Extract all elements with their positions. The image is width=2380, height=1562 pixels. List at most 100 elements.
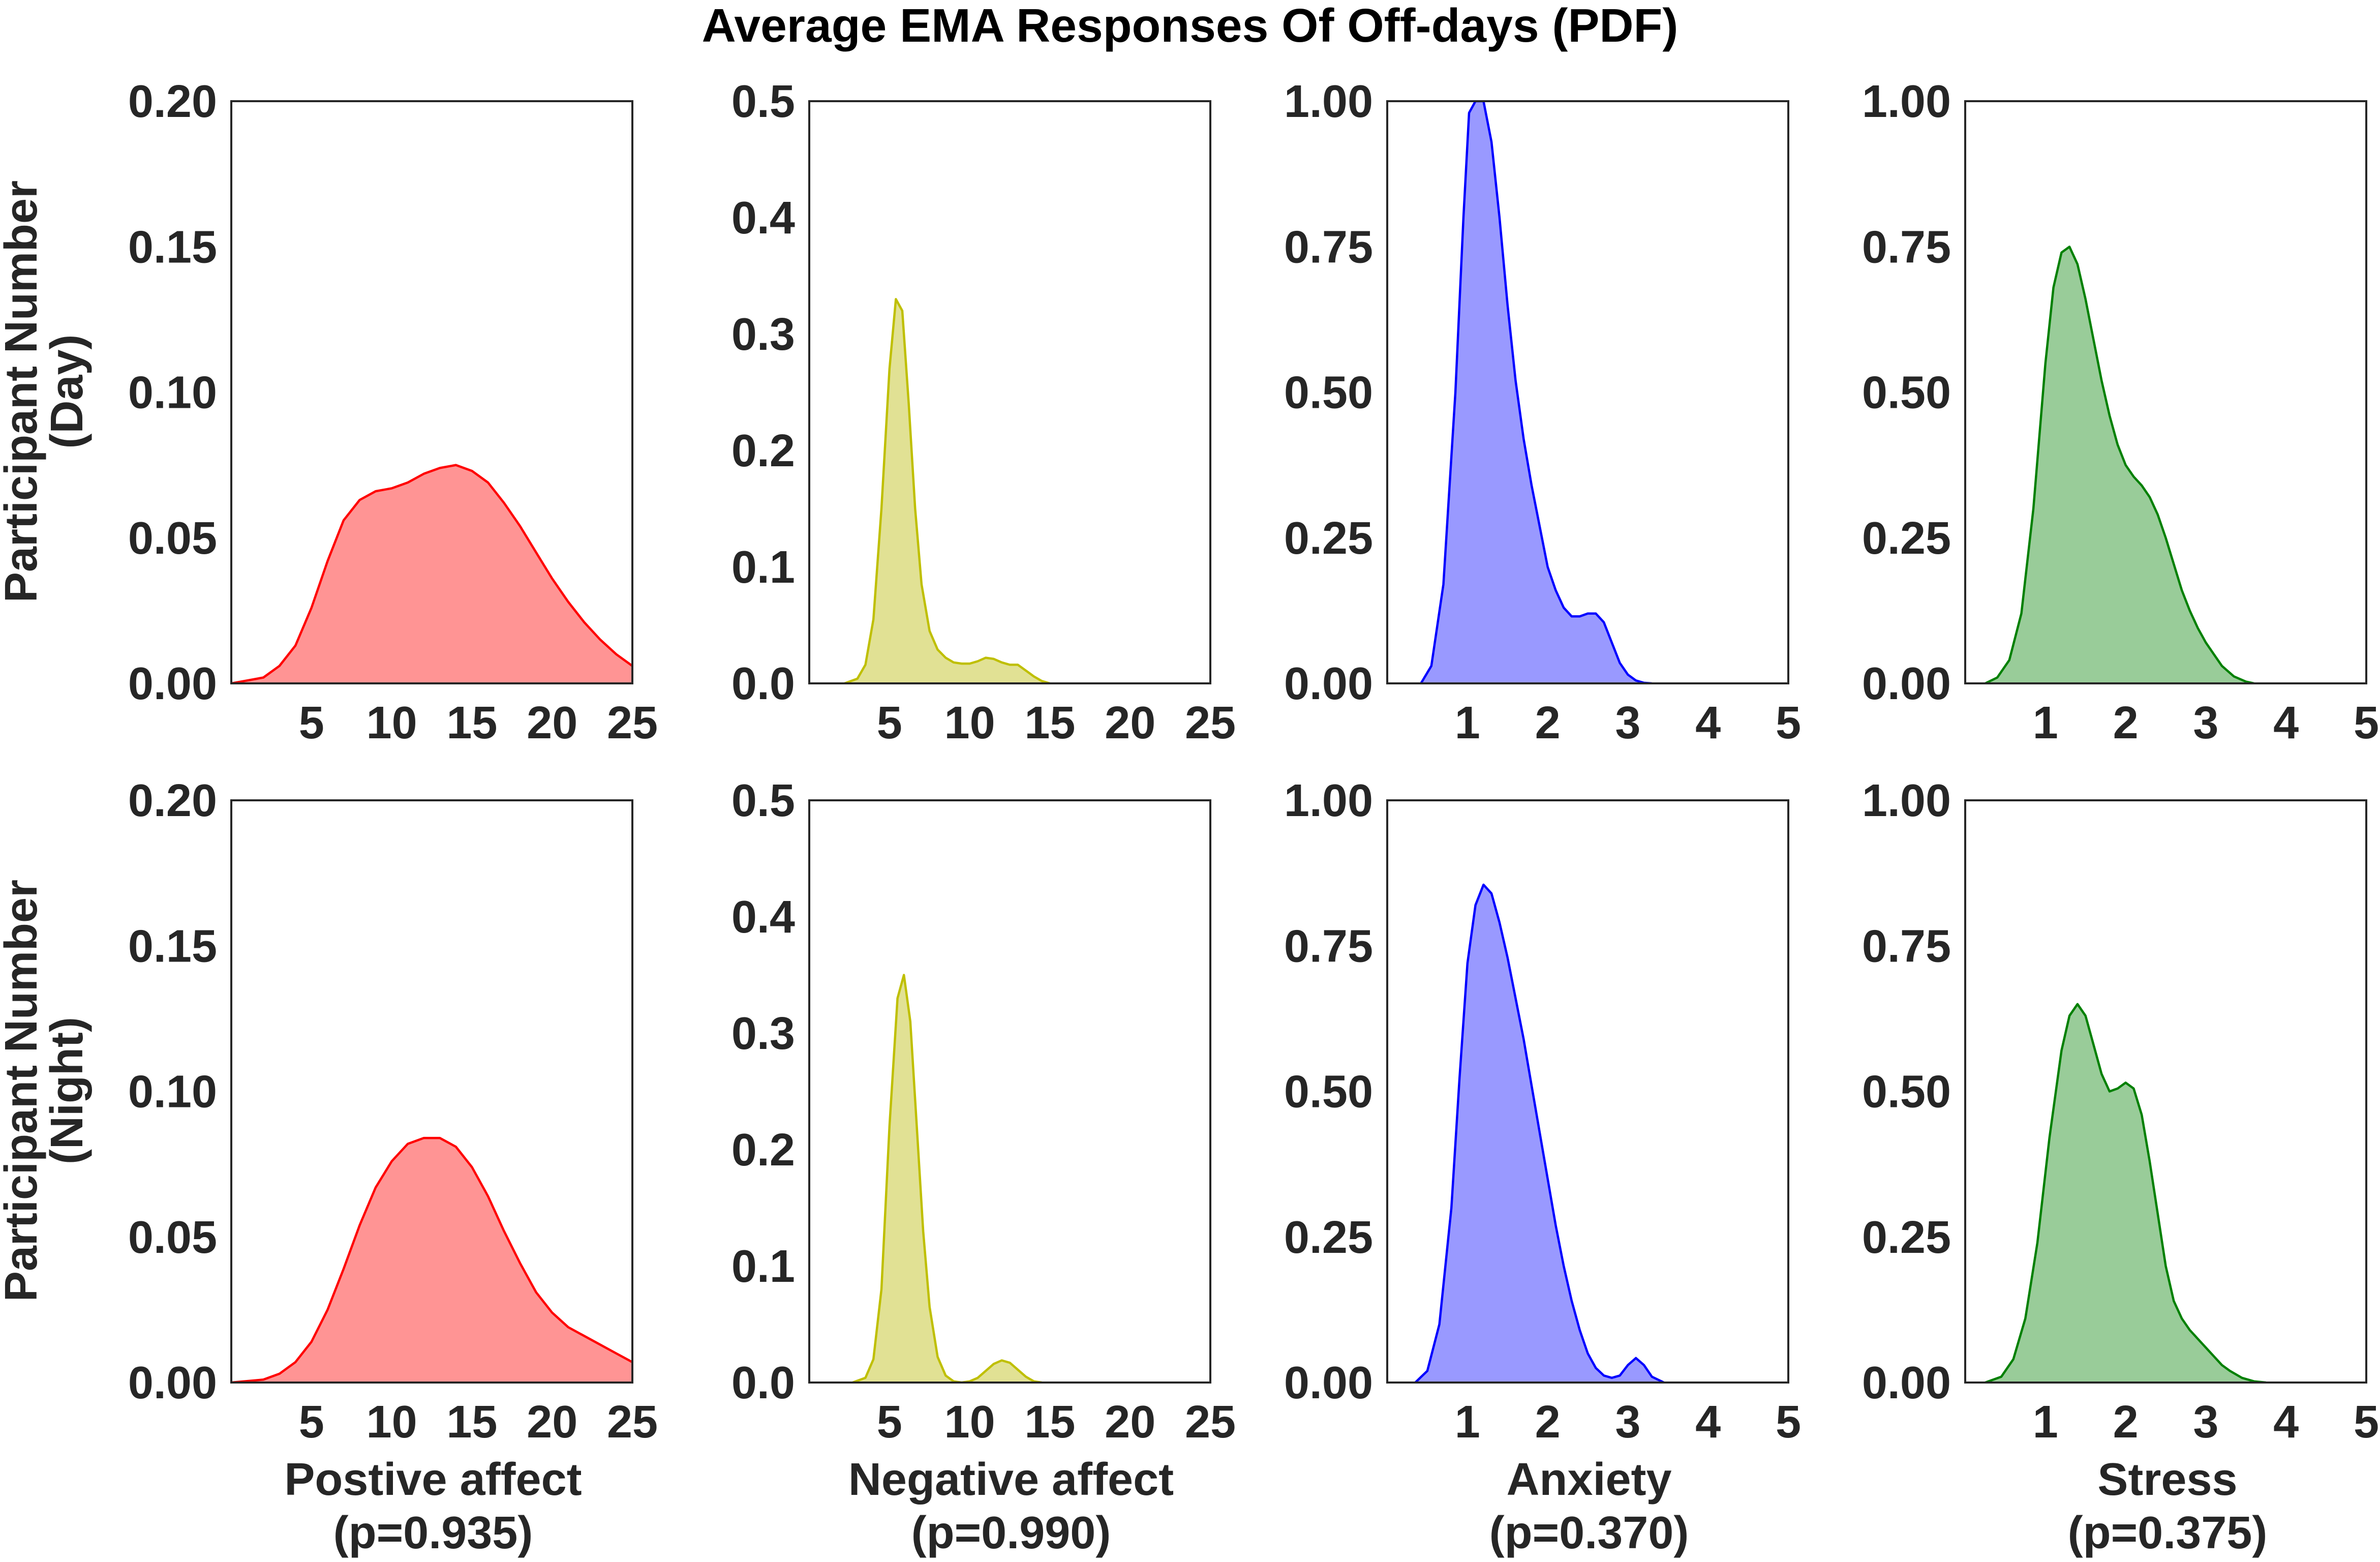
axes-frame: [1964, 100, 2367, 684]
y-tick-label: 0.50: [1284, 368, 1373, 418]
panel-day-positive-affect: 0.00 0.05 0.10 0.15 0.20 5 10 15 20 25: [128, 76, 658, 748]
x-tick-label: 3: [1615, 698, 1640, 748]
x-tick-label: 5: [299, 698, 324, 748]
density-curve: [231, 464, 632, 683]
y-tick-label: 0.3: [731, 1008, 795, 1059]
axes-frame: [1964, 799, 2367, 1384]
x-tick-label: 1: [2033, 1397, 2058, 1448]
x-tick-label: 25: [1185, 698, 1236, 748]
y-tick-label: 0.25: [1284, 1212, 1373, 1263]
x-tick-label: 20: [527, 698, 577, 748]
y-tick-label: 0.00: [1284, 1358, 1373, 1408]
x-tick-label: 15: [446, 698, 497, 748]
x-tick-label: 1: [2033, 698, 2058, 748]
axes-frame: [1386, 799, 1789, 1384]
row-label-day-line1: Participant Number: [0, 181, 47, 603]
x-tick-label: 4: [1695, 1397, 1721, 1448]
x-tick-label: 3: [2193, 1397, 2218, 1448]
y-tick-label: 0.05: [128, 513, 217, 564]
y-tick-label: 0.50: [1862, 368, 1951, 418]
y-tick-label: 0.00: [128, 1358, 217, 1408]
y-tick-label: 0.10: [128, 368, 217, 418]
x-tick-label: 3: [1615, 1397, 1640, 1448]
panels: 0.000.050.100.150.205 10 15 20 250.00.10.20.…: [128, 76, 2379, 1448]
x-tick-label: 15: [446, 1397, 497, 1448]
x-tick-label: 5: [1776, 1397, 1801, 1448]
y-tick-label: 0.25: [1862, 513, 1951, 564]
density-curve: [852, 974, 1042, 1383]
x-tick-label: 4: [1695, 698, 1721, 748]
col-label-anxiety-p: (p=0.370): [1489, 1508, 1689, 1558]
col-label-positive-affect-p: (p=0.935): [333, 1508, 533, 1558]
density-curve: [1985, 246, 2254, 683]
x-tick-label: 3: [2193, 698, 2218, 748]
y-tick-label: 0.20: [128, 76, 217, 127]
panel-night-positive-affect: 0.00 0.05 0.10 0.15 0.20 5 10 15 20 25: [128, 775, 658, 1448]
x-tick-label: 15: [1024, 698, 1075, 748]
x-tick-label: 5: [2354, 1397, 2379, 1448]
row-label-day-line2: (Day): [42, 334, 93, 448]
col-label-negative-affect-p: (p=0.990): [911, 1508, 1111, 1558]
row-label-night-line1: Participant Number: [0, 880, 47, 1302]
y-tick-label: 0.25: [1284, 513, 1373, 564]
y-tick-label: 0.75: [1284, 222, 1373, 273]
y-tick-label: 0.3: [731, 309, 795, 360]
x-tick-label: 25: [607, 698, 658, 748]
y-tick-label: 0.2: [731, 426, 795, 476]
x-tick-label: 10: [944, 698, 995, 748]
y-tick-label: 0.00: [1862, 1358, 1951, 1408]
x-tick-label: 2: [2113, 1397, 2139, 1448]
x-tick-label: 5: [2354, 698, 2379, 748]
x-tick-label: 15: [1024, 1397, 1075, 1448]
x-tick-label: 4: [2273, 1397, 2299, 1448]
x-tick-label: 1: [1455, 698, 1480, 748]
panel-night-negative-affect: 0.0 0.1 0.2 0.3 0.4 0.5 5 10 15 20 25: [731, 775, 1236, 1448]
y-tick-label: 0.50: [1284, 1067, 1373, 1118]
x-tick-label: 5: [1776, 698, 1801, 748]
x-tick-label: 2: [1535, 698, 1561, 748]
axes-frame: [808, 100, 1211, 684]
x-tick-label: 4: [2273, 698, 2299, 748]
x-tick-label: 2: [1535, 1397, 1561, 1448]
y-tick-label: 0.00: [128, 658, 217, 709]
y-tick-label: 0.25: [1862, 1212, 1951, 1263]
axes-frame: [808, 799, 1211, 1384]
y-tick-label: 0.20: [128, 775, 217, 826]
col-label-negative-affect: Negative affect: [848, 1454, 1174, 1505]
row-label-night-line2: (Night): [42, 1017, 93, 1164]
y-tick-label: 0.10: [128, 1067, 217, 1118]
density-curve: [844, 298, 1051, 683]
y-tick-label: 1.00: [1284, 775, 1373, 826]
y-tick-label: 0.50: [1862, 1067, 1951, 1118]
density-area: [1985, 247, 2254, 683]
x-tick-label: 5: [877, 698, 902, 748]
y-tick-label: 0.00: [1284, 658, 1373, 709]
panel-day-anxiety: 0.00 0.25 0.50 0.75 1.00 1 2 3 4 5: [1284, 76, 1801, 748]
x-tick-label: 25: [607, 1397, 658, 1448]
x-tick-label: 20: [1105, 1397, 1155, 1448]
x-tick-label: 25: [1185, 1397, 1236, 1448]
col-label-stress-p: (p=0.375): [2068, 1508, 2268, 1558]
density-curve: [231, 1136, 632, 1383]
y-tick-label: 0.75: [1862, 222, 1951, 273]
density-area: [231, 1138, 632, 1383]
panel-day-negative-affect: 0.0 0.1 0.2 0.3 0.4 0.5 5 10 15 20 25: [731, 76, 1236, 748]
x-tick-label: 5: [299, 1397, 324, 1448]
col-label-stress: Stress: [2097, 1454, 2237, 1505]
y-tick-label: 0.15: [128, 921, 217, 972]
panel-night-stress: 0.00 0.25 0.50 0.75 1.00 1 2 3 4 5: [1862, 775, 2379, 1448]
figure-title: Average EMA Responses Of Off-days (PDF): [702, 0, 1679, 52]
y-tick-label: 1.00: [1284, 76, 1373, 127]
y-tick-label: 0.5: [731, 76, 795, 127]
y-tick-label: 0.00: [1862, 658, 1951, 709]
x-tick-label: 10: [944, 1397, 995, 1448]
y-tick-label: 0.75: [1284, 921, 1373, 972]
col-label-anxiety: Anxiety: [1506, 1454, 1671, 1505]
x-tick-label: 5: [877, 1397, 902, 1448]
y-tick-label: 1.00: [1862, 775, 1951, 826]
y-tick-label: 0.4: [731, 193, 795, 244]
y-tick-label: 0.2: [731, 1125, 795, 1176]
x-tick-label: 1: [1455, 1397, 1480, 1448]
y-tick-label: 0.1: [731, 1241, 795, 1292]
